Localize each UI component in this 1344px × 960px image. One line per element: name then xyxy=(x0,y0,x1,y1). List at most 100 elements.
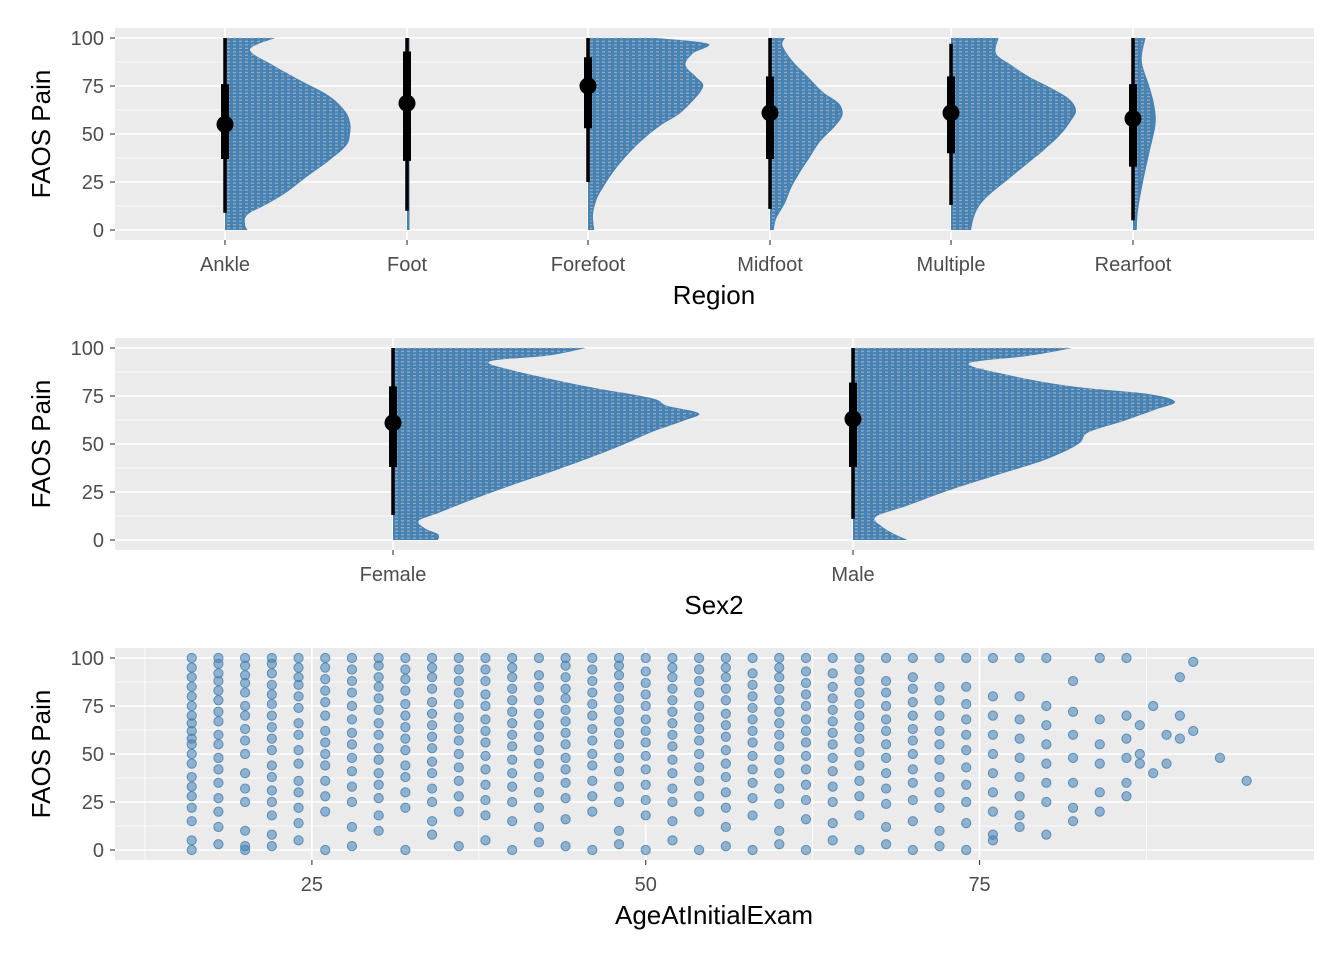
scatter-point xyxy=(613,825,625,836)
scatter-point xyxy=(480,652,491,664)
scatter-point xyxy=(426,731,438,742)
scatter-point xyxy=(880,752,892,763)
scatter-point xyxy=(800,794,812,806)
scatter-point xyxy=(587,698,598,710)
scatter-point xyxy=(1121,710,1132,721)
scatter-point xyxy=(774,683,785,694)
scatter-point xyxy=(1161,729,1172,740)
scatter-point xyxy=(854,722,865,733)
sex-y-tick-label: 0 xyxy=(93,530,104,552)
scatter-point xyxy=(720,708,731,719)
scatter-point xyxy=(266,745,277,756)
scatter-point xyxy=(934,825,945,836)
scatter-point xyxy=(667,695,678,706)
scatter-point xyxy=(507,781,518,792)
scatter-point xyxy=(426,796,438,808)
scatter-point xyxy=(1134,720,1145,731)
scatter-point xyxy=(1161,758,1172,769)
region-midfoot-density xyxy=(770,38,843,230)
scatter-point xyxy=(800,779,812,790)
scatter-point xyxy=(400,698,411,710)
scatter-point xyxy=(507,652,518,664)
scatter-point xyxy=(346,752,358,763)
scatter-point xyxy=(827,693,838,704)
scatter-point xyxy=(480,779,491,790)
scatter-point xyxy=(240,670,251,681)
region-y-tick-label: 25 xyxy=(82,172,104,194)
scatter-point xyxy=(800,750,812,762)
region-x-tick-label: Forefoot xyxy=(551,254,626,276)
scatter-point xyxy=(266,810,277,821)
scatter-point xyxy=(293,691,304,702)
scatter-point xyxy=(640,764,651,775)
scatter-point xyxy=(400,652,411,664)
age-scatter-points xyxy=(186,652,1252,856)
scatter-point xyxy=(667,672,678,683)
scatter-point xyxy=(800,652,812,664)
region-x-tick-label: Multiple xyxy=(917,254,986,276)
scatter-point xyxy=(613,704,625,715)
scatter-point xyxy=(453,806,464,817)
region-y-tick-label: 100 xyxy=(71,28,104,50)
scatter-point xyxy=(587,664,598,675)
scatter-point xyxy=(373,793,384,804)
scatter-point xyxy=(934,754,945,765)
scatter-point xyxy=(587,675,598,687)
scatter-point xyxy=(747,668,758,679)
scatter-point xyxy=(694,762,705,773)
scatter-point xyxy=(587,735,598,746)
scatter-point xyxy=(426,720,438,731)
scatter-point xyxy=(1094,652,1105,664)
scatter-point xyxy=(987,729,999,740)
scatter-point xyxy=(1067,675,1079,687)
scatter-point xyxy=(800,764,812,775)
scatter-point xyxy=(827,681,838,692)
scatter-point xyxy=(854,733,865,744)
scatter-point xyxy=(613,796,625,808)
scatter-point xyxy=(613,652,625,664)
scatter-point xyxy=(453,675,464,687)
region-densities xyxy=(225,37,1156,230)
scatter-point xyxy=(720,720,731,731)
scatter-point xyxy=(907,672,918,683)
scatter-point xyxy=(934,787,945,798)
scatter-point xyxy=(934,841,945,852)
age-y-ticks: 0 25 50 75 100 xyxy=(71,648,115,862)
scatter-point xyxy=(373,768,384,779)
scatter-point xyxy=(533,670,545,681)
scatter-point xyxy=(907,794,918,806)
scatter-point xyxy=(1094,739,1105,750)
scatter-point xyxy=(480,764,491,775)
scatter-point xyxy=(213,685,224,696)
region-y-tick-label: 0 xyxy=(93,220,104,242)
scatter-point xyxy=(426,708,438,719)
scatter-point xyxy=(640,750,651,762)
scatter-point xyxy=(1148,700,1159,712)
scatter-point xyxy=(854,760,865,771)
scatter-point xyxy=(293,802,304,813)
scatter-point xyxy=(186,691,197,702)
scatter-point xyxy=(987,652,999,664)
scatter-point xyxy=(1121,791,1132,802)
scatter-point xyxy=(240,844,251,856)
scatter-point xyxy=(774,718,785,729)
scatter-point xyxy=(320,652,331,664)
scatter-point xyxy=(854,775,865,786)
age-gridlines xyxy=(115,648,1314,860)
scatter-point xyxy=(961,796,972,808)
scatter-point xyxy=(827,727,838,738)
scatter-point xyxy=(880,798,892,810)
scatter-point xyxy=(747,793,758,804)
scatter-point xyxy=(240,796,251,808)
scatter-point xyxy=(720,758,731,769)
scatter-point xyxy=(453,775,464,786)
scatter-point xyxy=(694,748,705,760)
sex-chart: 0 25 50 75 100 Female Male FAOS Pain Sex2 xyxy=(26,338,1314,620)
scatter-point xyxy=(587,723,598,735)
region-midfoot-dot-texture xyxy=(772,37,841,229)
scatter-point xyxy=(747,714,758,725)
scatter-point xyxy=(213,706,224,717)
scatter-point xyxy=(213,764,224,775)
age-y-tick-label: 50 xyxy=(82,744,104,766)
